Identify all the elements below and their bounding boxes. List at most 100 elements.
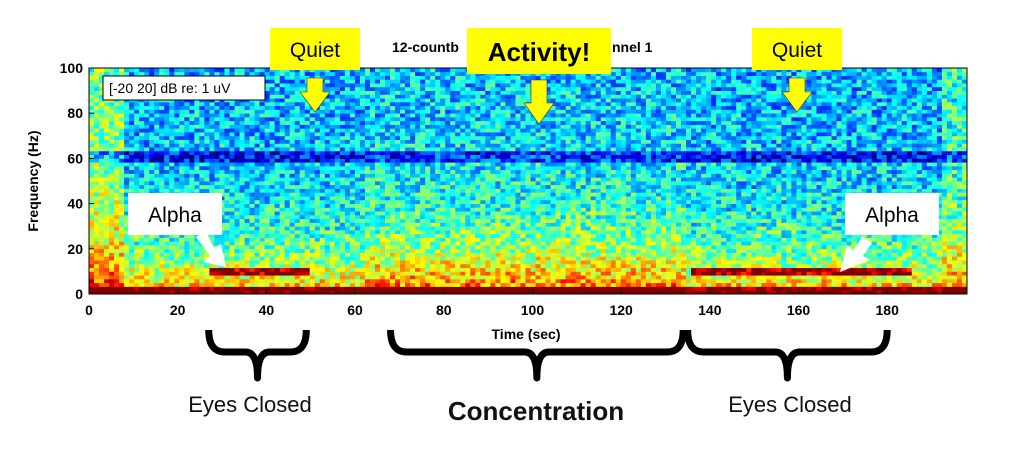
heatmap-cell [445,214,451,220]
heatmap-cell [159,245,165,250]
heatmap-cell [299,286,306,291]
heatmap-cell [309,173,316,178]
heatmap-cell [179,181,185,186]
heatmap-cell [470,90,476,95]
heatmap-cell [435,263,441,269]
heatmap-cell [329,229,336,235]
heatmap-cell [339,241,346,246]
heatmap-cell [344,143,351,148]
heatmap-cell [209,263,215,269]
heatmap-cell [299,290,306,295]
heatmap-cell [324,165,331,171]
heatmap-cell [460,154,466,159]
heatmap-cell [284,158,291,163]
heatmap-cell [119,214,125,220]
heatmap-cell [264,267,271,272]
heatmap-cell [324,162,331,167]
heatmap-cell [395,165,401,171]
heatmap-cell [164,282,170,287]
heatmap-cell [134,132,140,137]
heatmap-cell [244,173,250,178]
heatmap-cell [470,75,476,80]
heatmap-cell [254,290,260,295]
heatmap-cell [470,79,476,84]
heatmap-cell [274,218,281,223]
heatmap-cell [500,267,506,272]
heatmap-cell [274,83,281,88]
heatmap-cell [400,132,406,137]
heatmap-cell [324,132,331,137]
heatmap-cell [339,113,346,118]
heatmap-cell [369,143,376,148]
heatmap-cell [139,113,145,118]
heatmap-cell [379,86,386,91]
heatmap-cell [395,267,401,272]
heatmap-cell [415,207,421,212]
heatmap-cell [299,275,306,280]
heatmap-cell [385,94,391,99]
heatmap-cell [184,71,190,76]
heatmap-cell [294,105,301,110]
heatmap-cell [450,218,456,223]
heatmap-cell [415,173,421,178]
heatmap-cell [284,120,291,125]
heatmap-cell [269,158,276,163]
heatmap-cell [274,169,281,174]
heatmap-cell [194,290,200,295]
heatmap-cell [164,109,170,114]
heatmap-cell [149,68,155,73]
heatmap-cell [199,135,205,140]
heatmap-cell [400,75,406,80]
heatmap-cell [480,222,486,227]
heatmap-cell [374,263,381,269]
heatmap-cell [405,286,411,291]
heatmap-cell [359,139,366,144]
heatmap-cell [299,128,306,133]
heatmap-cell [94,267,100,272]
heatmap-cell [500,241,506,246]
heatmap-cell [94,241,100,246]
heatmap-cell [334,177,341,182]
heatmap-cell [500,116,506,122]
heatmap-cell [89,260,95,265]
heatmap-cell [450,154,456,159]
heatmap-cell [194,162,200,167]
heatmap-cell [144,271,150,276]
heatmap-cell [264,214,271,220]
heatmap-cell [500,143,506,148]
heatmap-cell [94,90,100,95]
heatmap-cell [194,241,200,246]
heatmap-cell [264,116,271,122]
heatmap-cell [214,169,220,174]
heatmap-cell [314,150,321,156]
heatmap-cell [234,256,240,261]
heatmap-cell [109,271,115,276]
heatmap-cell [104,207,110,212]
heatmap-cell [415,162,421,167]
heatmap-cell [339,154,346,159]
heatmap-cell [179,124,185,129]
heatmap-cell [505,267,511,272]
heatmap-cell [415,94,421,99]
heatmap-cell [224,181,230,186]
heatmap-cell [374,143,381,148]
heatmap-cell [279,207,286,212]
heatmap-cell [364,105,371,110]
heatmap-cell [309,124,316,129]
heatmap-cell [405,275,411,280]
heatmap-cell [194,169,200,174]
heatmap-cell [94,94,100,99]
heatmap-cell [114,256,120,261]
heatmap-cell [455,207,461,212]
heatmap-cell [249,71,255,76]
heatmap-cell [425,154,431,159]
heatmap-cell [274,199,281,204]
heatmap-cell [214,241,220,246]
heatmap-cell [294,98,301,103]
heatmap-cell [184,120,190,125]
heatmap-cell [94,177,100,182]
heatmap-cell [239,226,245,231]
heatmap-cell [354,214,361,220]
heatmap-cell [435,158,441,163]
heatmap-cell [119,192,125,197]
